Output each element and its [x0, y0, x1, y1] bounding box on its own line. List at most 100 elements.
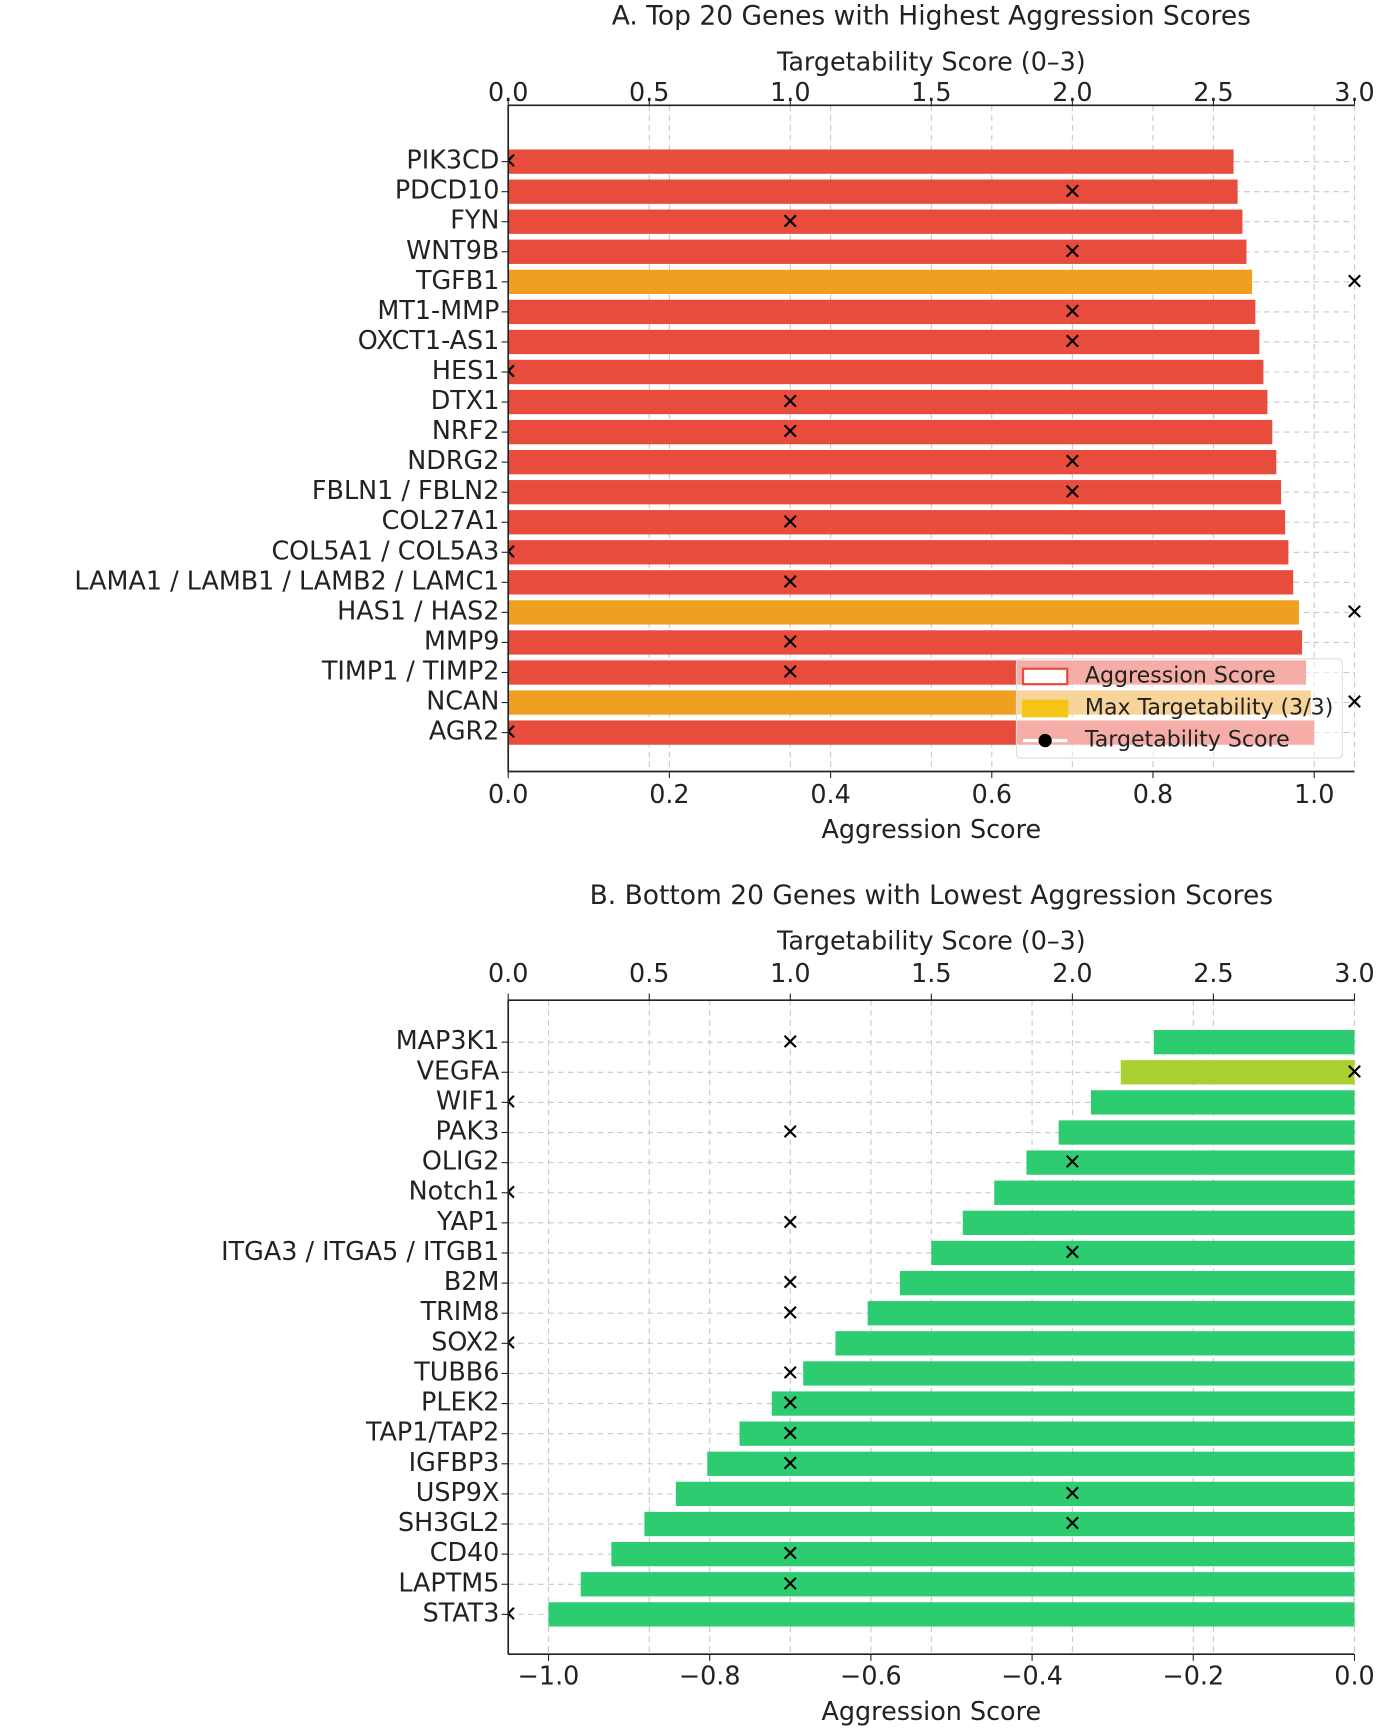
bar [1120, 1060, 1355, 1085]
y-tick-label: COL5A1 / COL5A3 [271, 535, 499, 565]
targetability-marker: ✕ [1063, 1481, 1082, 1507]
targetability-marker: ✕ [781, 389, 800, 415]
y-tick-label: Notch1 [409, 1176, 500, 1206]
x2-tick-label: 1.0 [770, 77, 810, 107]
x2-axis-label: Targetability Score (0–3) [776, 46, 1086, 76]
x-tick-label: 0.8 [1133, 779, 1173, 809]
targetability-marker: ✕ [499, 149, 517, 175]
bar [508, 269, 1253, 294]
y-tick-label: LAMA1 / LAMB1 / LAMB2 / LAMC1 [74, 565, 499, 595]
x-tick-label: 0.6 [972, 779, 1012, 809]
y-tick-label: STAT3 [423, 1597, 500, 1627]
x2-tick-label: 2.0 [1052, 958, 1092, 988]
y-tick-label: FYN [450, 205, 499, 235]
x2-tick-label: 1.0 [770, 958, 810, 988]
x2-axis-label: Targetability Score (0–3) [776, 926, 1086, 956]
legend-swatch [1038, 733, 1052, 748]
bar [508, 480, 1282, 505]
bar [508, 329, 1260, 355]
y-tick-label: YAP1 [436, 1206, 499, 1236]
targetability-marker: ✕ [1063, 1240, 1082, 1266]
y-tick-label: MT1-MMP [377, 295, 499, 325]
x2-tick-label: 3.0 [1334, 77, 1374, 107]
y-tick-label: DTX1 [431, 385, 500, 415]
bar [508, 209, 1243, 234]
y-tick-label: MMP9 [424, 625, 499, 655]
targetability-marker: ✕ [781, 1421, 800, 1447]
x2-tick-label: 0.0 [488, 77, 528, 107]
x2-tick-label: 2.5 [1193, 77, 1233, 107]
y-tick-label: COL27A1 [382, 505, 500, 535]
targetability-marker: ✕ [1345, 269, 1364, 295]
targetability-marker: ✕ [1063, 479, 1082, 505]
y-tick-label: NDRG2 [407, 445, 499, 475]
bar [962, 1210, 1355, 1236]
y-tick-label: FBLN1 / FBLN2 [312, 475, 499, 505]
x2-tick-label: 0.0 [488, 958, 528, 988]
bar [1026, 1150, 1355, 1175]
targetability-marker: ✕ [781, 209, 800, 235]
x2-tick-label: 1.5 [911, 958, 951, 988]
targetability-marker: ✕ [781, 1541, 800, 1567]
chart-title: A. Top 20 Genes with Highest Aggression … [612, 0, 1251, 31]
bar [548, 1602, 1355, 1627]
bar [508, 570, 1294, 595]
y-tick-label: HES1 [432, 355, 499, 385]
y-tick-label: LAPTM5 [398, 1567, 499, 1597]
targetability-marker: ✕ [781, 1029, 800, 1055]
x-axis-label: Aggression Score [822, 1696, 1042, 1726]
bar [580, 1572, 1355, 1597]
x-tick-label: 1.0 [1294, 779, 1334, 809]
y-tick-label: SH3GL2 [398, 1507, 499, 1537]
x-tick-label: 0.2 [649, 779, 689, 809]
chart-title: B. Bottom 20 Genes with Lowest Aggressio… [590, 880, 1274, 911]
targetability-marker: ✕ [1345, 600, 1364, 626]
targetability-marker: ✕ [499, 1090, 517, 1116]
y-tick-label: PDCD10 [395, 175, 500, 205]
targetability-marker: ✕ [499, 359, 517, 385]
targetability-marker: ✕ [781, 1571, 800, 1597]
y-tick-label: TRIM8 [420, 1296, 500, 1326]
x2-tick-label: 0.5 [629, 958, 669, 988]
y-tick-label: HAS1 / HAS2 [337, 595, 499, 625]
targetability-marker: ✕ [781, 660, 800, 686]
bar [508, 540, 1289, 565]
legend-label: Targetability Score [1084, 727, 1290, 753]
bar [739, 1421, 1355, 1446]
targetability-marker: ✕ [781, 1270, 800, 1296]
x-tick-label: 0.0 [1334, 1660, 1374, 1690]
bar [508, 630, 1303, 655]
targetability-marker: ✕ [1063, 239, 1082, 265]
bar [867, 1301, 1355, 1326]
bar [1153, 1030, 1355, 1055]
targetability-marker: ✕ [1063, 1511, 1082, 1537]
x-tick-label: 0.0 [488, 779, 528, 809]
targetability-marker: ✕ [781, 1451, 800, 1477]
targetability-marker: ✕ [781, 569, 800, 595]
y-tick-label: PIK3CD [406, 145, 499, 175]
targetability-marker: ✕ [499, 720, 517, 746]
x-tick-label: −0.6 [840, 1660, 902, 1690]
bar [1090, 1090, 1355, 1115]
y-tick-label: SOX2 [431, 1326, 499, 1356]
targetability-marker: ✕ [781, 509, 800, 535]
targetability-marker: ✕ [1063, 179, 1082, 205]
y-tick-label: OXCT1-AS1 [358, 325, 500, 355]
legend-label: Max Targetability (3/3) [1085, 695, 1333, 721]
bar [508, 600, 1299, 625]
y-tick-label: USP9X [416, 1477, 500, 1507]
bar [508, 179, 1238, 204]
bar [508, 299, 1256, 325]
bar [508, 389, 1268, 415]
bar [508, 419, 1273, 445]
targetability-marker: ✕ [499, 1601, 517, 1627]
y-tick-label: NCAN [426, 686, 499, 716]
bar [644, 1511, 1355, 1537]
bar [771, 1391, 1355, 1416]
y-tick-label: MAP3K1 [396, 1025, 500, 1055]
bar [508, 149, 1234, 174]
bar [707, 1451, 1355, 1476]
x2-tick-label: 2.0 [1052, 77, 1092, 107]
targetability-marker: ✕ [781, 1210, 800, 1236]
y-tick-label: TGFB1 [415, 265, 499, 295]
